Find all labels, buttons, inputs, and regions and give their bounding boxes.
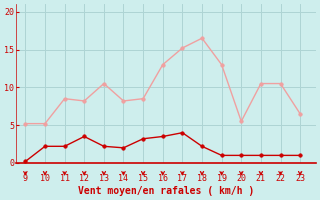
X-axis label: Vent moyen/en rafales ( km/h ): Vent moyen/en rafales ( km/h ) <box>77 186 254 196</box>
